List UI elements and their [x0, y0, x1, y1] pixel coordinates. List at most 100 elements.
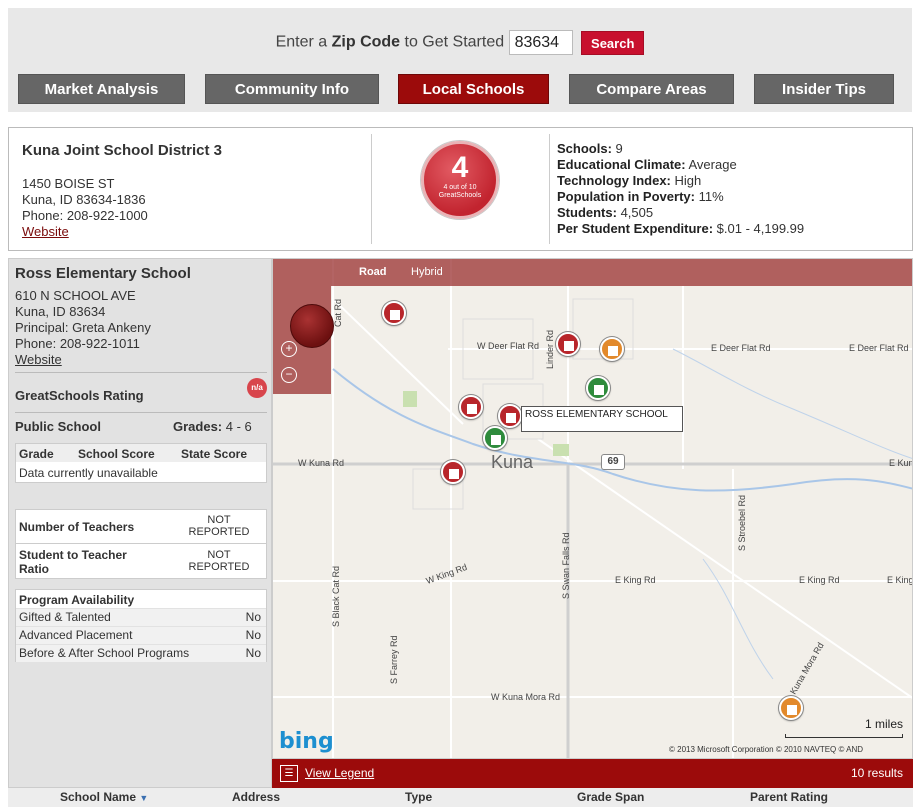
road-label: S Stroebel Rd [737, 494, 747, 551]
zip-prompt-prefix: Enter a [275, 33, 328, 51]
divider [549, 134, 550, 244]
district-website-link[interactable]: Website [22, 224, 69, 239]
zip-prompt-suffix: to Get Started [404, 33, 505, 51]
road-label: E Deer Flat Rd [711, 343, 771, 353]
road-label: S Farrey Rd [389, 635, 399, 684]
search-button[interactable]: Search [581, 30, 645, 55]
teacher-table: Number of Teachers NOT REPORTED Student … [15, 509, 267, 579]
zip-input[interactable]: 83634 [508, 30, 573, 55]
zoom-in-icon[interactable]: + [281, 341, 297, 357]
greatschools-rating-label: GreatSchools Rating [15, 388, 144, 403]
town-label: Kuna [491, 452, 534, 472]
table-row: Number of Teachers NOT REPORTED [16, 510, 266, 544]
district-phone: Phone: 208-922-1000 [22, 208, 148, 223]
map-tooltip: ROSS ELEMENTARY SCHOOL [521, 406, 683, 432]
highway-shield: 69 [601, 454, 625, 470]
map-nav-panel: + − [273, 286, 334, 394]
view-legend-link[interactable]: View Legend [305, 766, 375, 780]
col-address[interactable]: Address [232, 790, 281, 804]
score-empty-row: Data currently unavailable [16, 465, 266, 481]
stat-climate: Educational Climate: Average [557, 157, 737, 172]
school-marker[interactable] [459, 395, 483, 419]
score-col-school: School Score [78, 447, 155, 461]
road-label: Cat Rd [333, 298, 343, 327]
school-principal: Principal: Greta Ankeny [15, 320, 151, 335]
divider [371, 134, 372, 244]
ratio-value: NOT REPORTED [188, 549, 250, 573]
col-grade-span[interactable]: Grade Span [577, 790, 645, 804]
tab-community-info[interactable]: Community Info [205, 74, 379, 104]
district-address-line2: Kuna, ID 83634-1836 [22, 192, 146, 207]
school-marker[interactable] [382, 301, 406, 325]
map-roads [273, 259, 912, 758]
col-type[interactable]: Type [405, 790, 433, 804]
school-type: Public School [15, 419, 101, 434]
road-label: S Swan Falls Rd [561, 532, 571, 599]
road-label: W Kuna Mora Rd [491, 692, 561, 702]
list-item: Gifted & Talented No [16, 608, 266, 626]
road-label: E Deer Flat Rd [849, 343, 909, 353]
score-col-grade: Grade [19, 447, 54, 461]
program-value: No [245, 610, 261, 624]
rating-out-of: 4 out of 10 [443, 184, 477, 191]
road-label: S Black Cat Rd [331, 565, 341, 627]
school-name: Ross Elementary School [15, 265, 191, 282]
score-table: Grade School Score State Score Data curr… [15, 443, 267, 483]
road-view-toggle[interactable]: Road [359, 266, 387, 278]
teachers-label: Number of Teachers [19, 520, 135, 534]
bing-logo: bing [279, 729, 334, 754]
school-marker[interactable] [600, 337, 624, 361]
col-school-name[interactable]: School Name ▼ [60, 790, 149, 804]
score-table-header: Grade School Score State Score [16, 444, 266, 462]
zip-search-row: Enter a Zip Code to Get Started 83634 Se… [8, 30, 912, 55]
program-name: Before & After School Programs [19, 646, 190, 660]
program-value: No [245, 646, 261, 660]
district-name: Kuna Joint School District 3 [22, 142, 223, 159]
program-header: Program Availability [16, 590, 266, 608]
program-name: Advanced Placement [19, 628, 133, 642]
school-address-line2: Kuna, ID 83634 [15, 304, 106, 319]
road-label: E King Rd [615, 575, 656, 585]
table-row: Student to Teacher Ratio NOT REPORTED [16, 545, 266, 579]
school-marker[interactable] [556, 332, 580, 356]
school-marker[interactable] [586, 376, 610, 400]
tab-local-schools[interactable]: Local Schools [398, 74, 549, 104]
road-label: Linder Rd [545, 329, 555, 369]
rating-source: GreatSchools [438, 192, 482, 199]
stat-technology: Technology Index: High [557, 173, 702, 188]
list-item: Advanced Placement No [16, 626, 266, 644]
road-label: E Kuna [889, 458, 912, 468]
road-label: W Deer Flat Rd [477, 341, 540, 351]
ratio-label: Student to Teacher Ratio [19, 548, 127, 576]
list-item: Before & After School Programs No [16, 644, 266, 662]
pan-control-icon[interactable] [290, 304, 334, 348]
stat-poverty: Population in Poverty: 11% [557, 189, 724, 204]
score-col-state: State Score [181, 447, 248, 461]
tab-market-analysis[interactable]: Market Analysis [18, 74, 185, 104]
tab-insider-tips[interactable]: Insider Tips [754, 74, 894, 104]
hybrid-view-toggle[interactable]: Hybrid [411, 266, 443, 278]
school-marker[interactable] [483, 426, 507, 450]
col-parent-rating[interactable]: Parent Rating [750, 790, 829, 804]
school-marker[interactable] [441, 460, 465, 484]
program-value: No [245, 628, 261, 642]
divider [15, 412, 267, 413]
program-table: Program Availability Gifted & Talented N… [15, 589, 267, 662]
stat-schools: Schools: 9 [557, 141, 623, 156]
program-name: Gifted & Talented [19, 610, 111, 624]
zip-prompt-bold: Zip Code [331, 33, 401, 51]
legend-icon[interactable]: ☰ [280, 765, 298, 782]
school-map[interactable]: Road Hybrid + − W Deer Flat Rd E Deer Fl… [272, 258, 913, 759]
tab-compare-areas[interactable]: Compare Areas [569, 74, 734, 104]
results-count: 10 results [850, 766, 903, 780]
teachers-value: NOT REPORTED [188, 514, 250, 538]
school-website-link[interactable]: Website [15, 352, 62, 367]
school-marker-ross[interactable] [498, 404, 522, 428]
road-label: E King Rd [887, 575, 913, 585]
district-panel: Kuna Joint School District 3 1450 BOISE … [8, 127, 913, 251]
zoom-out-icon[interactable]: − [281, 367, 297, 383]
school-marker[interactable] [779, 696, 803, 720]
results-table-header: School Name ▼ Address Type Grade Span Pa… [8, 788, 913, 807]
stat-students: Students: 4,505 [557, 205, 654, 220]
map-footer: ☰ View Legend 10 results [272, 759, 913, 788]
